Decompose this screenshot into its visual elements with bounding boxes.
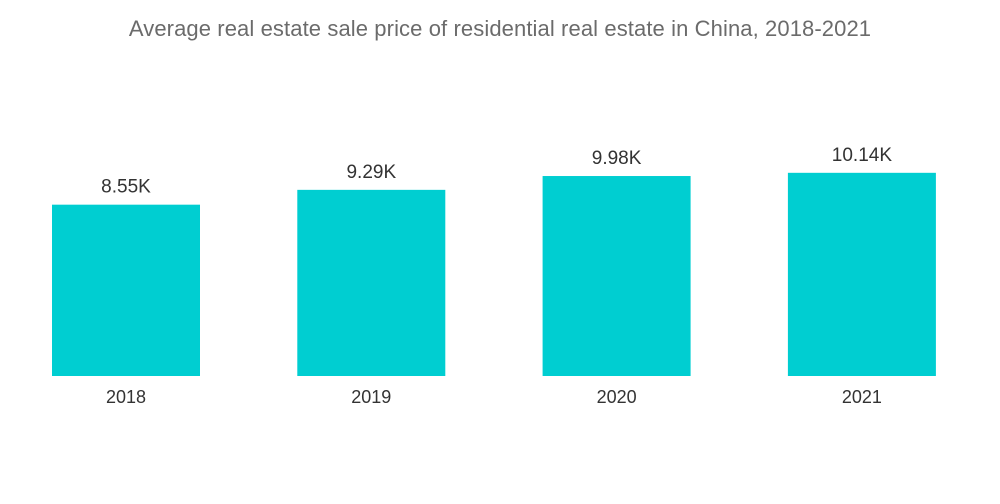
category-label-2020: 2020 [597, 387, 637, 407]
category-label-2021: 2021 [842, 387, 882, 407]
category-label-2018: 2018 [106, 387, 146, 407]
category-label-2019: 2019 [351, 387, 391, 407]
bar-2021 [787, 172, 936, 376]
bar-2018 [52, 204, 200, 376]
value-label-2019: 9.29K [346, 162, 396, 183]
value-label-2020: 9.98K [592, 148, 642, 169]
value-label-2021: 10.14K [832, 145, 893, 166]
value-label-2018: 8.55K [101, 177, 151, 198]
bar-2020 [542, 176, 691, 376]
bars-group [52, 172, 936, 376]
chart-title: Average real estate sale price of reside… [128, 16, 872, 41]
bar-2019 [297, 189, 446, 376]
value-labels-group: 8.55K 9.29K 9.98K 10.14K [101, 145, 892, 198]
category-labels-group: 2018 2019 2020 2021 [106, 387, 882, 407]
